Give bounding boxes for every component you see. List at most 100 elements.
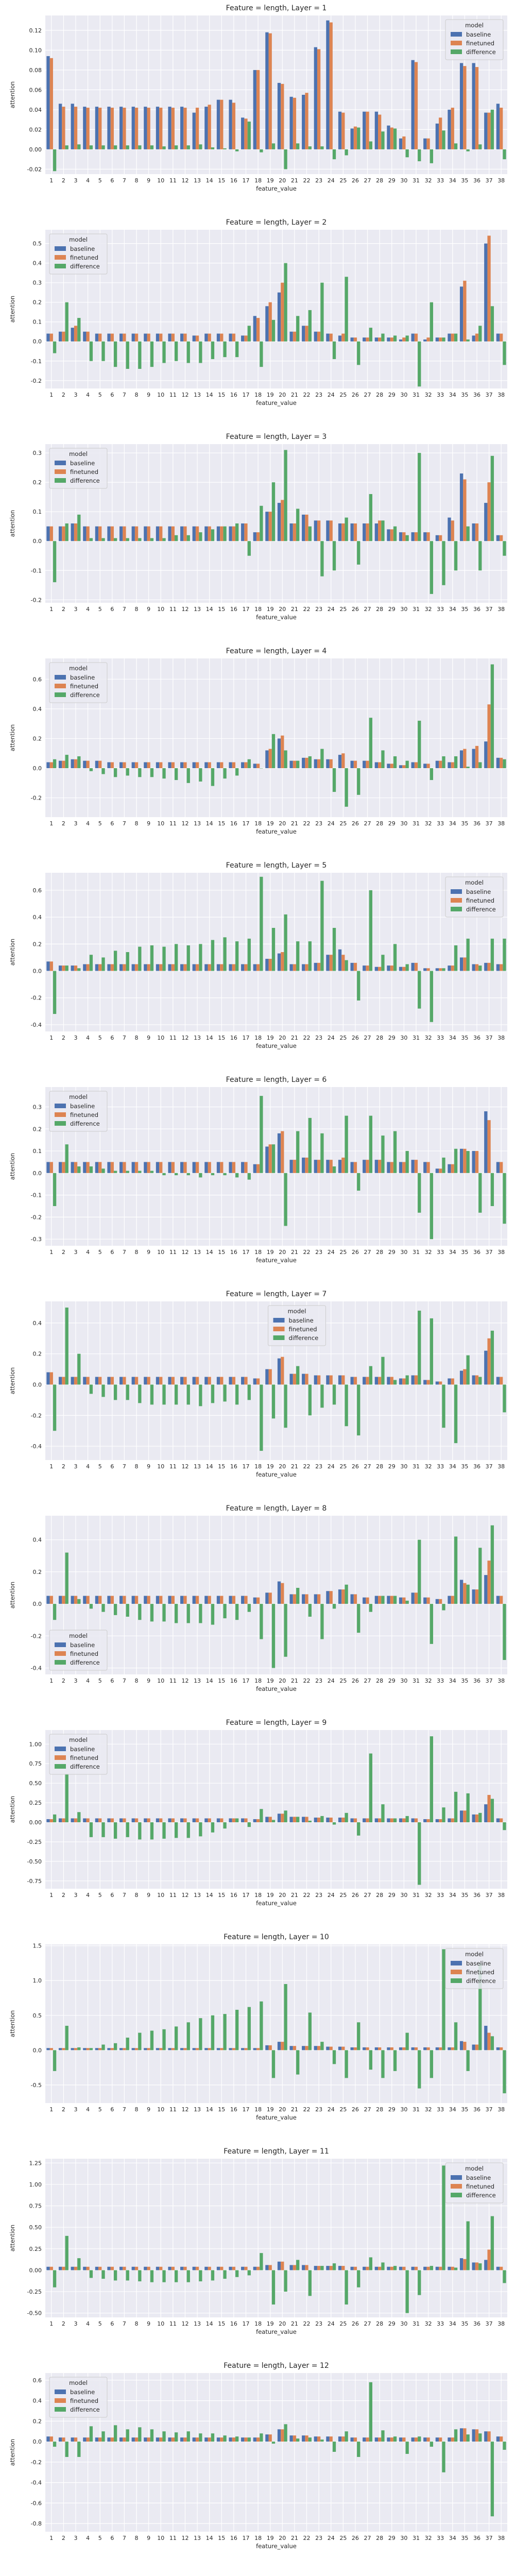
x-tick-label: 26 — [352, 1463, 359, 1470]
bar-difference — [113, 951, 117, 971]
bar-finetuned — [86, 331, 90, 342]
bar-difference — [186, 1604, 190, 1623]
bar-finetuned — [366, 111, 369, 149]
bar-difference — [271, 1820, 276, 1823]
y-tick-label: -0.2 — [31, 378, 42, 384]
bar-finetuned — [195, 1596, 199, 1604]
bar-baseline — [448, 1818, 451, 1823]
x-tick-label: 37 — [486, 392, 493, 398]
bar-baseline — [448, 762, 451, 769]
bar-finetuned — [232, 1162, 236, 1173]
bar-finetuned — [293, 2435, 297, 2442]
bar-difference — [369, 328, 372, 342]
bar-difference — [357, 1384, 360, 1436]
bar-baseline — [119, 1162, 123, 1173]
bar-finetuned — [329, 1817, 333, 1823]
bar-baseline — [350, 2437, 354, 2442]
bar-difference — [418, 341, 421, 387]
legend-label-finetuned: finetuned — [289, 1326, 317, 1333]
x-tick-label: 14 — [206, 1892, 213, 1899]
bar-finetuned — [110, 2048, 114, 2050]
x-tick-label: 22 — [303, 2535, 311, 2541]
bar-baseline — [119, 1596, 123, 1604]
bar-finetuned — [62, 331, 65, 342]
bar-baseline — [277, 738, 281, 769]
bar-difference — [223, 2435, 227, 2442]
x-tick-label: 8 — [135, 1249, 139, 1256]
bar-finetuned — [195, 2437, 199, 2442]
bar-baseline — [83, 107, 87, 149]
bar-baseline — [168, 2048, 171, 2050]
bar-finetuned — [110, 1596, 114, 1604]
x-tick-label: 37 — [486, 1463, 493, 1470]
x-tick-label: 22 — [303, 1892, 311, 1899]
x-tick-label: 3 — [74, 2106, 78, 2113]
bar-baseline — [204, 762, 208, 769]
bar-finetuned — [426, 968, 430, 971]
bar-finetuned — [232, 1596, 236, 1604]
bar-finetuned — [110, 1162, 114, 1173]
x-tick-label: 9 — [147, 392, 150, 398]
x-tick-label: 17 — [242, 392, 249, 398]
bar-finetuned — [341, 523, 345, 541]
x-tick-label: 1 — [49, 606, 53, 613]
bar-finetuned — [49, 2266, 53, 2270]
bar-baseline — [119, 2048, 123, 2050]
bar-finetuned — [402, 967, 406, 971]
bar-difference — [162, 946, 166, 971]
bar-baseline — [204, 1818, 208, 1823]
bar-finetuned — [341, 955, 345, 971]
chart-title: Feature = length, Layer = 11 — [224, 2147, 329, 2156]
bar-baseline — [302, 757, 305, 769]
bar-difference — [271, 1144, 276, 1173]
x-tick-label: 34 — [449, 392, 456, 398]
x-tick-label: 38 — [497, 1892, 505, 1899]
bar-difference — [211, 1384, 215, 1403]
bar-baseline — [241, 762, 245, 769]
legend-label-baseline: baseline — [466, 1960, 491, 1967]
y-tick-label: 0.50 — [29, 1780, 42, 1787]
bar-baseline — [326, 20, 330, 149]
x-tick-label: 32 — [425, 1677, 432, 1684]
bar-finetuned — [341, 333, 345, 342]
bar-difference — [77, 968, 81, 971]
bar-finetuned — [220, 99, 224, 149]
bar-difference — [418, 149, 421, 161]
bar-difference — [381, 1596, 385, 1604]
bar-difference — [442, 1384, 445, 1428]
bar-finetuned — [487, 1120, 491, 1173]
bar-difference — [77, 1166, 81, 1173]
y-tick-label: 0.06 — [29, 87, 42, 93]
bar-finetuned — [123, 333, 126, 342]
x-tick-label: 22 — [303, 1677, 311, 1684]
x-tick-label: 38 — [497, 606, 505, 613]
bar-finetuned — [500, 1162, 503, 1173]
bar-finetuned — [353, 2047, 357, 2050]
y-tick-label: 1.25 — [29, 2160, 42, 2166]
bar-finetuned — [487, 235, 491, 342]
bar-baseline — [314, 1375, 317, 1385]
bar-finetuned — [232, 1818, 236, 1823]
bar-finetuned — [366, 2047, 369, 2050]
bar-baseline — [496, 1818, 500, 1823]
bar-finetuned — [390, 1377, 393, 1385]
bar-difference — [150, 1171, 154, 1173]
bar-baseline — [484, 2260, 488, 2270]
bar-finetuned — [366, 1597, 369, 1604]
bar-difference — [405, 335, 409, 342]
bar-baseline — [265, 512, 269, 541]
legend-swatch-difference — [55, 1660, 66, 1665]
x-tick-label: 11 — [169, 606, 177, 613]
bar-difference — [503, 541, 506, 556]
legend-title: model — [69, 1632, 88, 1639]
bar-finetuned — [366, 2266, 369, 2270]
bar-difference — [466, 2221, 470, 2270]
bar-baseline — [374, 1160, 378, 1173]
x-tick-label: 7 — [123, 2320, 126, 2327]
bar-finetuned — [305, 326, 308, 342]
x-tick-label: 38 — [497, 820, 505, 827]
bar-baseline — [423, 1380, 427, 1385]
bar-baseline — [253, 764, 256, 769]
bar-finetuned — [134, 1377, 139, 1385]
